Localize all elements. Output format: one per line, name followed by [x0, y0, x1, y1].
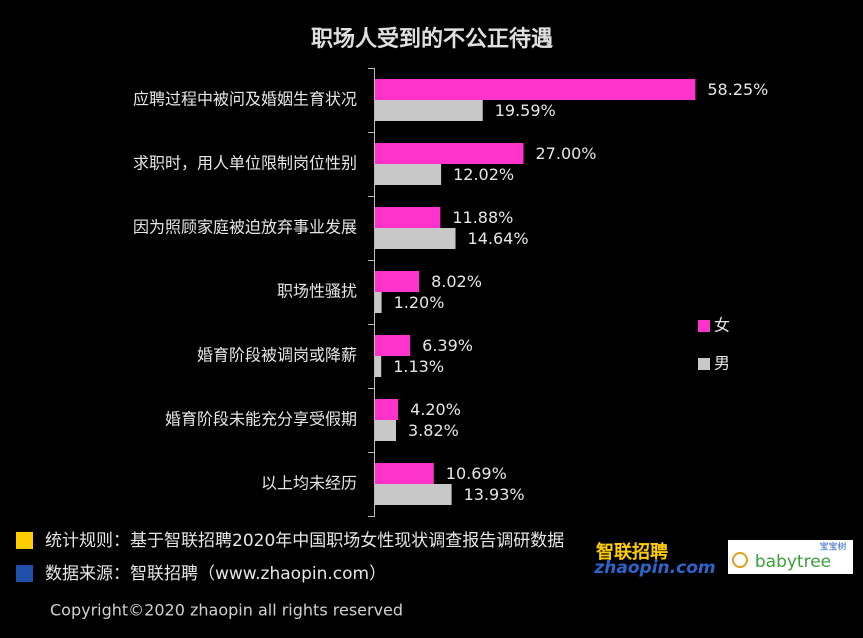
chart-title: 职场人受到的不公正待遇: [311, 26, 553, 52]
bar: [375, 207, 441, 228]
value-label: 6.39%: [422, 336, 473, 355]
bar: [375, 228, 456, 249]
value-label: 8.02%: [431, 272, 482, 291]
y-tick-label: 因为照顾家庭被迫放弃事业发展: [133, 218, 357, 237]
value-label: 12.02%: [453, 165, 514, 184]
bar: [375, 356, 382, 377]
y-tick-label: 以上均未经历: [261, 474, 357, 493]
value-label: 11.88%: [452, 208, 513, 227]
y-tick-label: 应聘过程中被问及婚姻生育状况: [133, 90, 357, 109]
legend-label: 男: [714, 354, 730, 373]
bar: [375, 143, 524, 164]
legend-swatch: [698, 320, 710, 332]
logo-text: 宝宝树: [819, 541, 846, 553]
logo-text: babytree: [755, 552, 831, 572]
bar: [375, 164, 442, 185]
value-label: 13.93%: [464, 485, 525, 504]
bar: [375, 399, 399, 420]
bar: [375, 271, 420, 292]
copyright: Copyright©2020 zhaopin all rights reserv…: [50, 601, 403, 620]
y-tick-label: 求职时，用人单位限制岗位性别: [133, 154, 357, 173]
value-label: 27.00%: [536, 144, 597, 163]
logo-text: 智联招聘: [596, 541, 668, 563]
bar: [375, 292, 382, 313]
y-tick-label: 婚育阶段未能充分享受假期: [165, 410, 357, 429]
value-label: 1.20%: [394, 293, 445, 312]
bar: [375, 79, 696, 100]
bar: [375, 463, 434, 484]
bar: [375, 100, 483, 121]
legend-swatch: [698, 358, 710, 370]
footer-note: 统计规则：基于智联招聘2020年中国职场女性现状调查报告调研数据: [45, 531, 564, 551]
footer-note: 数据来源：智联招聘（www.zhaopin.com）: [45, 564, 386, 584]
bar: [375, 484, 452, 505]
value-label: 1.13%: [393, 357, 444, 376]
y-tick-label: 职场性骚扰: [277, 282, 357, 301]
note-marker: [16, 532, 33, 549]
value-label: 3.82%: [408, 421, 459, 440]
bar: [375, 335, 411, 356]
legend-label: 女: [714, 316, 730, 335]
y-tick-label: 婚育阶段被调岗或降薪: [197, 346, 357, 365]
value-label: 4.20%: [410, 400, 461, 419]
logo-box: [728, 540, 853, 574]
value-label: 10.69%: [446, 464, 507, 483]
note-marker: [16, 565, 33, 582]
logo-icon: [732, 552, 748, 568]
value-label: 58.25%: [707, 80, 768, 99]
bar: [375, 420, 397, 441]
value-label: 14.64%: [468, 229, 529, 248]
value-label: 19.59%: [495, 101, 556, 120]
logo-text: zhaopin.com: [593, 558, 715, 578]
